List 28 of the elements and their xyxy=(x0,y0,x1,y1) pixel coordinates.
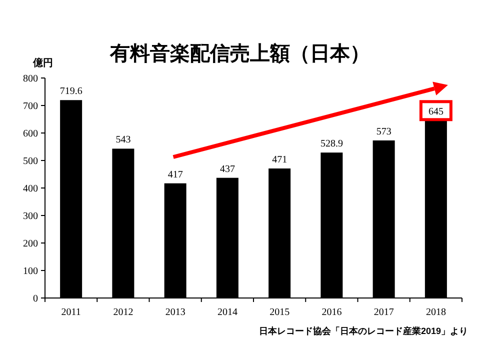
x-tick-label: 2015 xyxy=(270,307,290,318)
x-tick-label: 2012 xyxy=(113,307,134,318)
x-tick-label: 2018 xyxy=(426,307,446,318)
x-tick-label: 2011 xyxy=(61,307,81,318)
data-label: 543 xyxy=(116,134,131,146)
data-label: 573 xyxy=(376,126,392,138)
y-tick-label: 800 xyxy=(23,74,38,84)
y-tick-label: 600 xyxy=(23,128,38,140)
y-tick-label: 700 xyxy=(23,101,38,112)
y-tick-label: 400 xyxy=(23,184,38,194)
y-tick-label: 200 xyxy=(23,238,38,250)
data-label: 645 xyxy=(428,106,444,118)
data-label: 528.9 xyxy=(320,138,343,150)
data-label: 437 xyxy=(220,164,235,175)
data-label: 719.6 xyxy=(60,86,82,98)
data-label: 417 xyxy=(168,169,183,180)
y-tick-label: 100 xyxy=(23,266,38,277)
x-tick-label: 2016 xyxy=(322,307,342,318)
y-tick-label: 500 xyxy=(23,156,38,167)
data-label: 471 xyxy=(272,154,288,166)
y-tick-label: 300 xyxy=(23,211,38,222)
chart-title: 有料音楽配信売上額（日本） xyxy=(109,42,370,65)
y-tick-label: 0 xyxy=(33,294,38,304)
x-tick-label: 2014 xyxy=(217,307,238,318)
text: 日本レコード協会「日本のレコード産業2019」より xyxy=(258,326,468,336)
x-tick-label: 2017 xyxy=(374,307,394,318)
x-tick-label: 2013 xyxy=(165,307,186,318)
y-axis-title: 億円 xyxy=(32,57,53,69)
